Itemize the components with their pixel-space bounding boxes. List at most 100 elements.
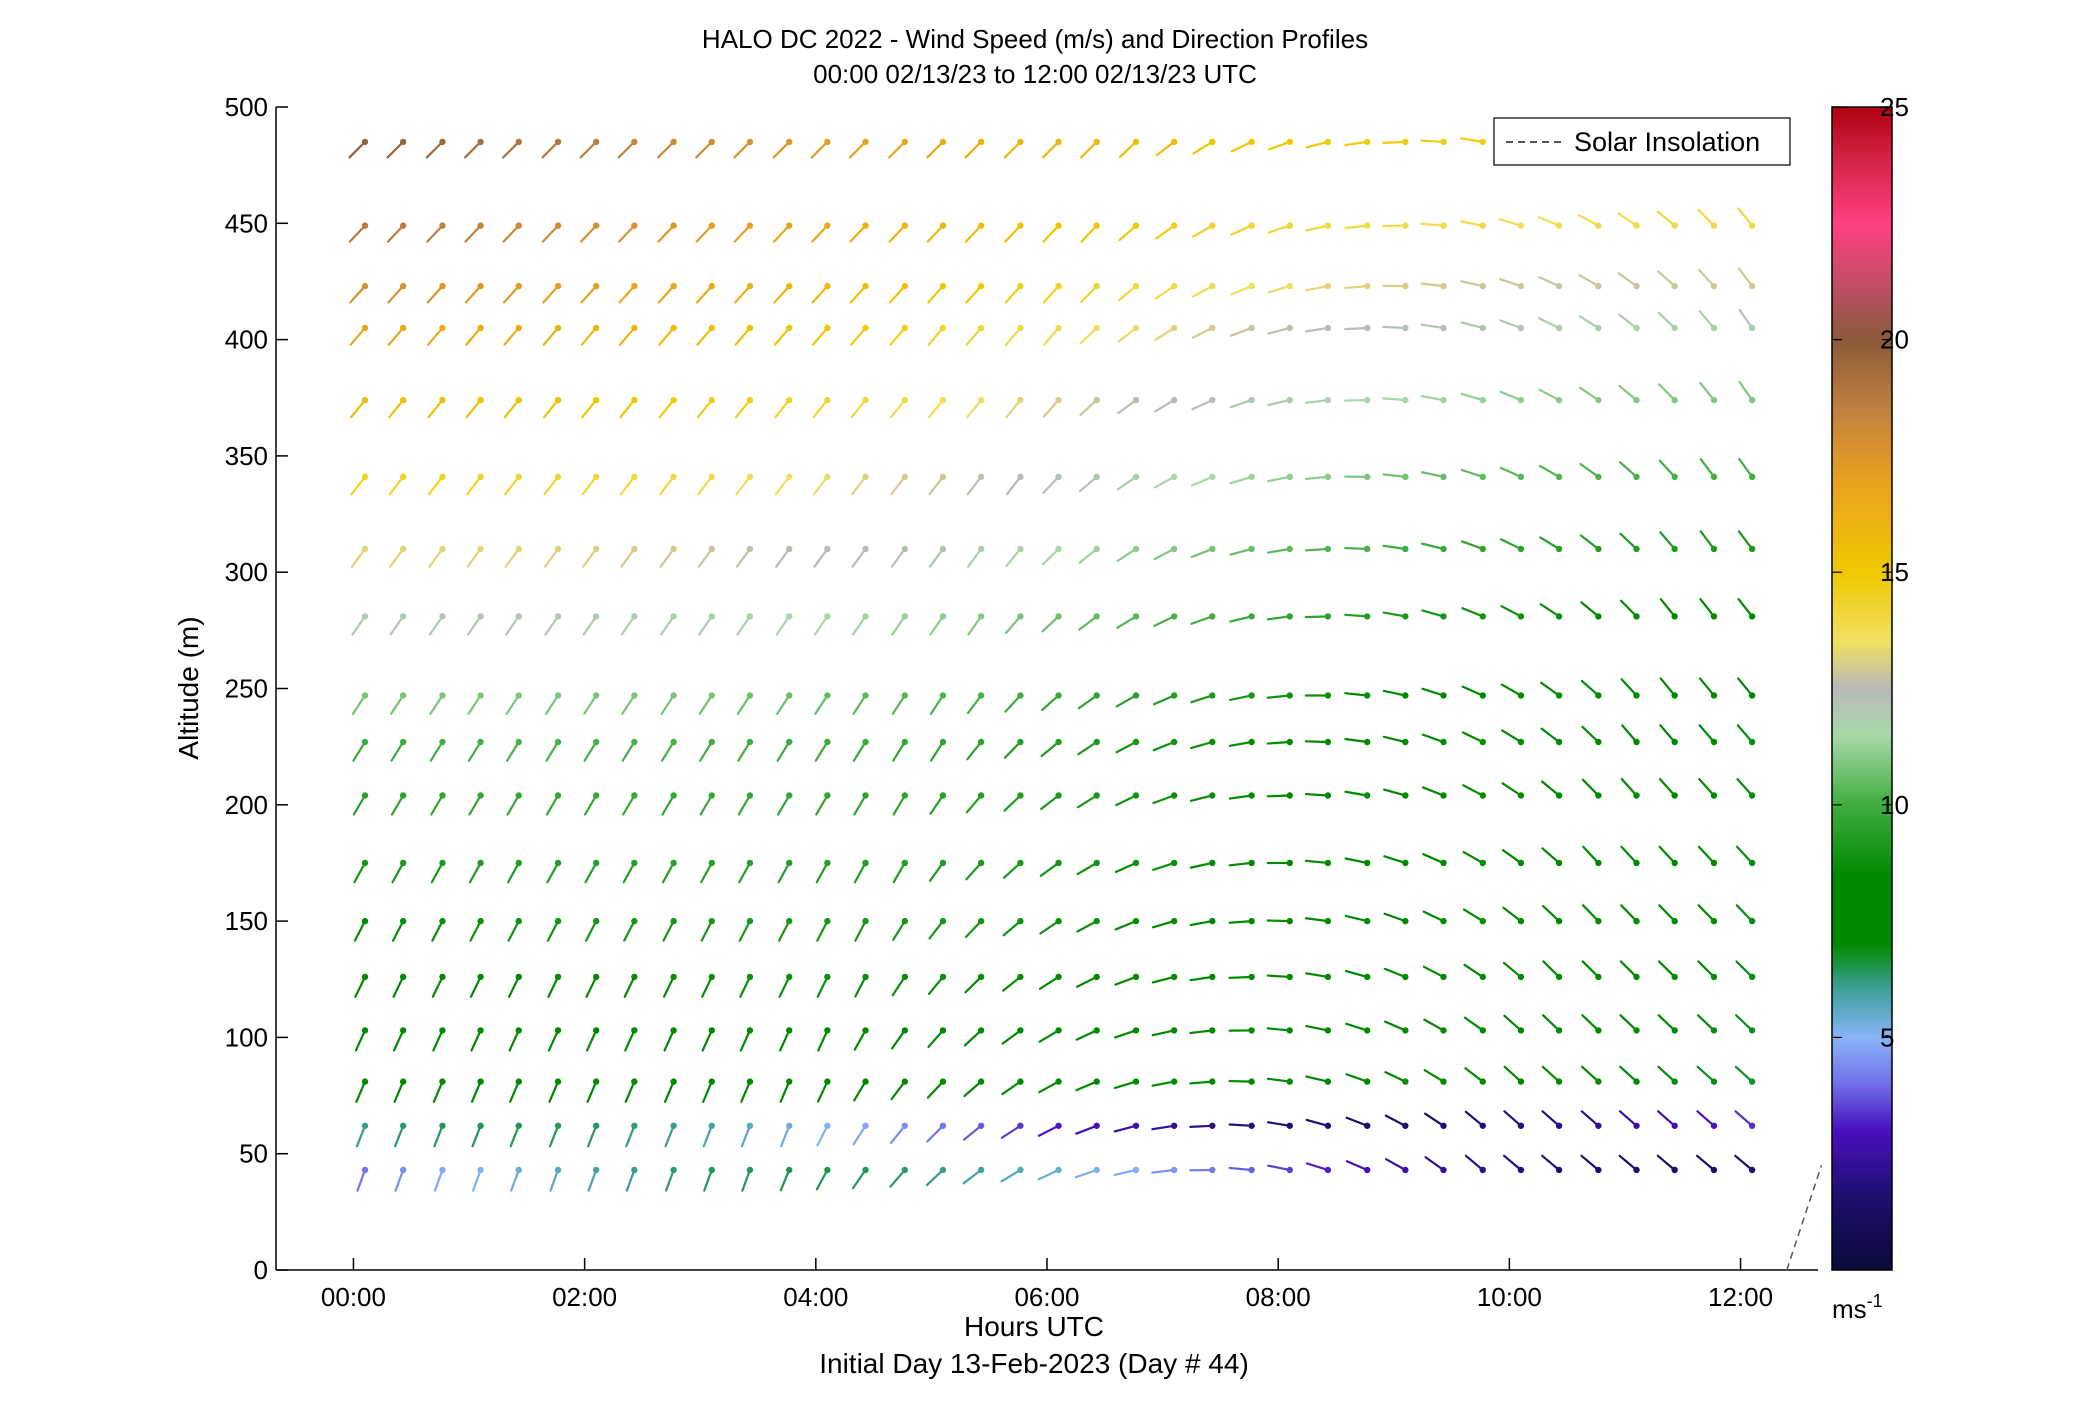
wind-barb bbox=[387, 324, 407, 346]
wind-barb bbox=[700, 859, 715, 884]
wind-barb bbox=[1229, 613, 1255, 623]
wind-barb bbox=[1267, 222, 1293, 234]
wind-barb bbox=[657, 282, 677, 304]
wind-barb bbox=[471, 1166, 484, 1192]
wind-barb bbox=[1152, 859, 1178, 871]
wind-barb bbox=[1537, 276, 1563, 290]
wind-barb bbox=[1499, 319, 1525, 332]
wind-barb bbox=[1422, 853, 1447, 867]
wind-barb bbox=[1004, 282, 1024, 304]
wind-barb bbox=[466, 613, 484, 636]
wind-barb bbox=[389, 613, 407, 636]
wind-barb bbox=[1345, 1160, 1371, 1174]
wind-barb bbox=[1304, 613, 1332, 620]
wind-barb bbox=[1004, 222, 1024, 243]
wind-barb bbox=[622, 792, 638, 816]
wind-barb bbox=[580, 282, 600, 304]
wind-barb bbox=[1117, 396, 1140, 415]
wind-barb bbox=[1038, 973, 1062, 990]
wind-barb bbox=[543, 545, 562, 568]
wind-barb bbox=[1228, 738, 1255, 747]
wind-barb bbox=[1737, 677, 1756, 699]
wind-barb bbox=[1503, 1014, 1525, 1034]
wind-barb bbox=[926, 222, 947, 243]
wind-barb bbox=[1619, 599, 1640, 620]
wind-barb bbox=[467, 692, 484, 715]
wind-barb bbox=[1116, 473, 1140, 491]
wind-barb bbox=[1042, 473, 1062, 494]
wind-barb bbox=[964, 917, 985, 939]
x-axis-subtitle: Initial Day 13-Feb-2023 (Day # 44) bbox=[819, 1348, 1249, 1379]
wind-barb bbox=[1115, 692, 1140, 708]
wind-barb bbox=[930, 738, 947, 762]
wind-barb bbox=[584, 859, 600, 884]
wind-barb bbox=[927, 973, 947, 995]
wind-barb bbox=[1075, 973, 1100, 988]
wind-barb bbox=[1003, 738, 1024, 759]
wind-barb bbox=[699, 792, 715, 816]
wind-barb bbox=[394, 1166, 407, 1192]
wind-barb bbox=[928, 545, 947, 568]
wind-barb bbox=[854, 973, 869, 998]
wind-barb bbox=[1152, 738, 1178, 752]
wind-barb bbox=[1042, 282, 1062, 304]
wind-barb bbox=[583, 792, 600, 816]
wind-barb bbox=[584, 917, 600, 942]
wind-barb bbox=[1152, 692, 1178, 706]
wind-barb bbox=[849, 222, 869, 243]
wind-barb bbox=[1040, 738, 1062, 758]
wind-barb bbox=[1344, 613, 1371, 620]
wind-barb bbox=[1041, 545, 1062, 566]
wind-barb bbox=[1228, 1027, 1255, 1034]
wind-barb bbox=[891, 692, 909, 715]
wind-barb bbox=[779, 1027, 793, 1052]
y-tick-label: 50 bbox=[239, 1139, 268, 1169]
colorbar-tick-label: 25 bbox=[1880, 92, 1909, 122]
wind-barb bbox=[1581, 1065, 1602, 1085]
wind-barb bbox=[468, 792, 484, 816]
wind-barb bbox=[1736, 724, 1756, 746]
chart-subtitle: 00:00 02/13/23 to 12:00 02/13/23 UTC bbox=[813, 59, 1257, 89]
wind-barb bbox=[1699, 530, 1718, 553]
wind-barb bbox=[1577, 214, 1602, 229]
wind-barb bbox=[1229, 473, 1255, 485]
wind-barb bbox=[1699, 598, 1718, 620]
wind-barb bbox=[1153, 613, 1178, 627]
wind-barb bbox=[1075, 1027, 1100, 1041]
wind-barb bbox=[1383, 912, 1409, 925]
wind-barb bbox=[662, 973, 677, 998]
wind-barb bbox=[1538, 317, 1563, 332]
wind-barb bbox=[741, 1166, 754, 1192]
wind-barb bbox=[582, 613, 600, 636]
wind-barb bbox=[355, 1078, 369, 1103]
wind-barb bbox=[965, 324, 985, 346]
wind-barb bbox=[1424, 1112, 1447, 1129]
wind-barb bbox=[617, 138, 638, 159]
wind-barb bbox=[1037, 1166, 1062, 1181]
wind-barb bbox=[1344, 790, 1371, 799]
wind-barb bbox=[1230, 138, 1255, 153]
wind-barb bbox=[1151, 917, 1178, 929]
wind-barb bbox=[386, 138, 407, 159]
wind-barb bbox=[618, 222, 638, 243]
wind-barb bbox=[427, 324, 446, 346]
wind-barb bbox=[966, 692, 985, 715]
wind-barb bbox=[430, 859, 446, 884]
wind-barb bbox=[1382, 396, 1409, 404]
wind-barb bbox=[965, 859, 985, 881]
wind-barb bbox=[429, 692, 446, 715]
wind-barb bbox=[1003, 138, 1024, 159]
wind-barb bbox=[580, 324, 600, 346]
wind-barb bbox=[849, 282, 869, 304]
wind-barb bbox=[811, 222, 831, 243]
wind-barb bbox=[503, 396, 522, 419]
wind-barb bbox=[1190, 473, 1216, 487]
wind-barb bbox=[505, 613, 522, 636]
wind-barb bbox=[389, 692, 407, 715]
wind-barb bbox=[1618, 461, 1640, 481]
wind-barb bbox=[1657, 311, 1678, 332]
wind-barb bbox=[1004, 613, 1024, 635]
wind-barb bbox=[779, 1078, 793, 1103]
wind-barb bbox=[1042, 396, 1062, 418]
wind-barb bbox=[1697, 845, 1718, 867]
